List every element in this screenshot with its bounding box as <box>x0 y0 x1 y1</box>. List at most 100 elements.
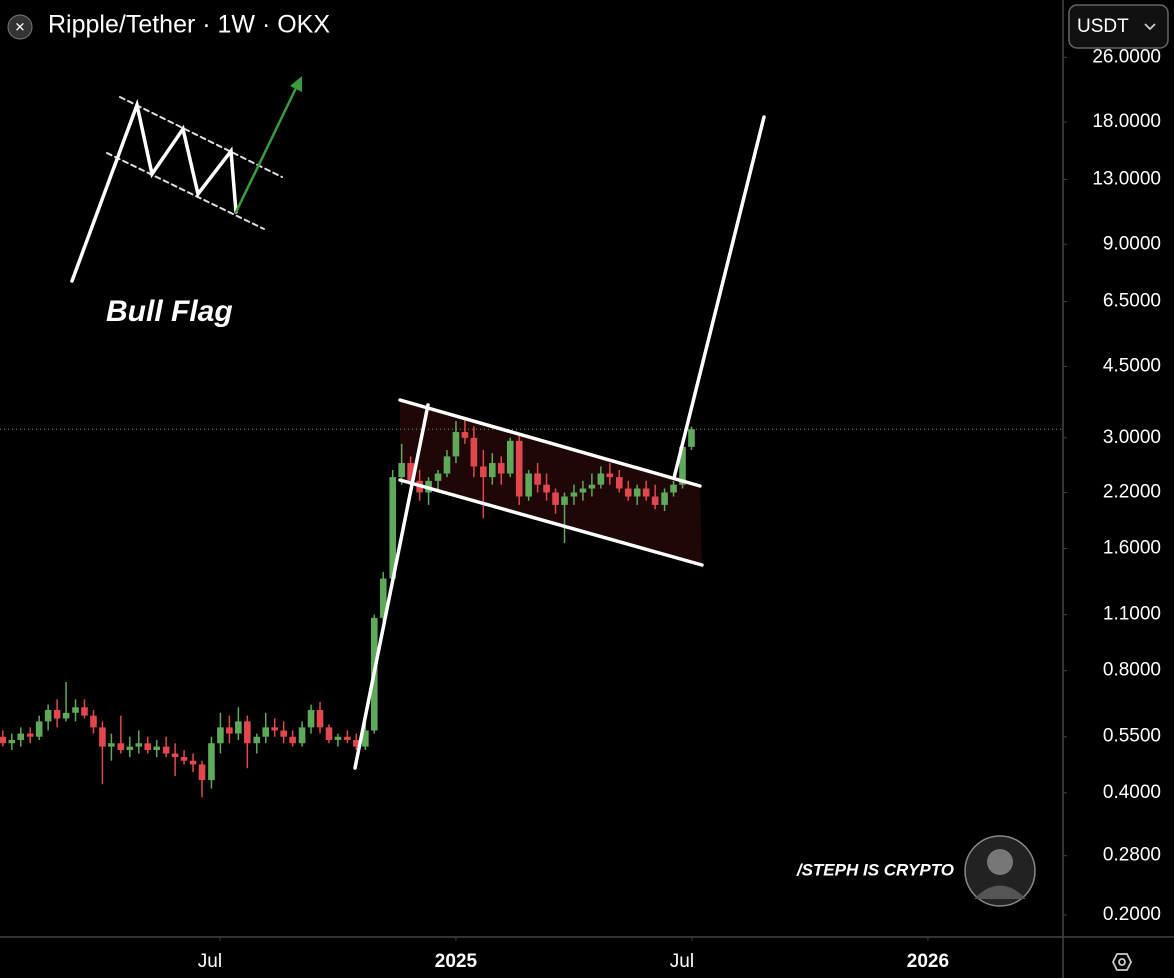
candle-body <box>443 456 451 474</box>
y-tick-label: 3.0000 <box>1103 427 1161 448</box>
y-tick-label: 18.0000 <box>1092 111 1161 132</box>
pole-line <box>353 403 430 770</box>
candle-body <box>271 727 279 731</box>
candle-body <box>44 710 52 722</box>
candle-body <box>198 764 206 781</box>
y-tick-label: 1.1000 <box>1103 604 1161 625</box>
candle-body <box>171 753 179 758</box>
candle-body <box>325 727 333 740</box>
x-tick-label: Jul <box>670 951 694 972</box>
y-tick-label: 9.0000 <box>1103 233 1161 254</box>
candle-body <box>570 492 578 497</box>
flag-bottom-line <box>398 478 704 567</box>
candle-body <box>452 432 460 457</box>
chart-title: Ripple/Tether · 1W · OKX <box>48 11 330 39</box>
candle-body <box>0 736 7 744</box>
candle-body <box>108 743 115 747</box>
candle-body <box>62 712 70 719</box>
candle-body <box>244 721 251 744</box>
candle-body <box>615 477 623 489</box>
candle-body <box>642 488 650 497</box>
symbol-icon <box>7 14 33 40</box>
candle-body <box>543 484 550 493</box>
candle-body <box>497 463 505 474</box>
candle-body <box>552 492 559 505</box>
y-tick-label: 0.2800 <box>1103 845 1161 866</box>
avatar-head <box>987 849 1013 875</box>
candle-body <box>253 736 261 744</box>
candle-body <box>597 473 605 485</box>
candle-body <box>208 743 215 781</box>
candle-body <box>17 733 25 740</box>
icon-zigzag <box>70 98 238 283</box>
settings-icon-center[interactable] <box>1118 958 1126 966</box>
watermark: /STEPH IS CRYPTO <box>796 860 954 879</box>
candle-body <box>688 429 695 447</box>
candle-body <box>126 746 134 751</box>
currency-label[interactable]: USDT <box>1077 16 1129 37</box>
header: ✕ Ripple/Tether · 1W · OKX <box>7 11 330 40</box>
currency-button[interactable]: USDT <box>1068 4 1169 49</box>
candle-body <box>307 710 315 728</box>
x-tick-label: Jul <box>198 951 222 972</box>
candle-body <box>81 707 88 716</box>
y-tick-label: 4.5000 <box>1103 355 1161 376</box>
candle-body <box>72 707 79 713</box>
candle-body <box>624 488 632 497</box>
candle-body <box>561 496 568 505</box>
candle-body <box>344 736 351 740</box>
y-tick-label: 6.5000 <box>1103 291 1161 312</box>
candle-body <box>434 473 442 481</box>
icon-channel-top <box>119 96 283 178</box>
candle-body <box>26 733 34 737</box>
y-tick-label: 1.6000 <box>1103 538 1161 559</box>
y-tick-label: 26.0000 <box>1092 46 1161 67</box>
x-tick-label: 2026 <box>907 951 949 972</box>
candle-body <box>670 484 677 493</box>
candle-body <box>651 496 659 505</box>
currency-button-box[interactable] <box>1068 4 1169 49</box>
candle-body <box>579 488 587 493</box>
avatar-body <box>974 885 1026 899</box>
drawings <box>353 115 766 770</box>
symbol-icon-glyph: ✕ <box>15 19 26 34</box>
candle-body <box>480 466 487 478</box>
candle-body <box>525 473 532 497</box>
target-line <box>672 115 766 480</box>
candle-body <box>588 484 596 489</box>
candle-body <box>90 715 97 728</box>
candle-body <box>398 463 405 478</box>
candle-body <box>534 473 541 485</box>
candle-body <box>180 757 188 761</box>
candle-body <box>379 578 387 618</box>
bull-flag-label: Bull Flag <box>106 295 233 328</box>
x-axis: Jul 2025 Jul 2026 <box>198 937 949 972</box>
dropdown-caret[interactable] <box>1144 23 1156 31</box>
candle-body <box>235 721 242 734</box>
candle-body <box>362 730 369 747</box>
settings-icon[interactable] <box>1111 953 1133 971</box>
candle-body <box>606 473 614 478</box>
candle-body <box>515 440 523 497</box>
settings-button[interactable] <box>1111 953 1133 971</box>
y-tick-label: 0.2000 <box>1103 904 1161 925</box>
candle-body <box>316 710 324 728</box>
y-tick-label: 0.4000 <box>1103 782 1161 803</box>
candle-body <box>280 730 287 737</box>
candle-body <box>135 743 143 747</box>
candle-body <box>461 432 469 438</box>
candle-body <box>679 446 686 485</box>
y-axis: 0.2000 0.2800 0.4000 0.5500 0.8000 1.1000 1.60… <box>1063 46 1161 925</box>
candle-body <box>99 727 106 747</box>
y-tick-label: 0.5500 <box>1103 726 1161 747</box>
candle-body <box>389 477 397 579</box>
candle-body <box>298 727 306 744</box>
candle-body <box>289 736 296 744</box>
y-tick-label: 0.8000 <box>1103 660 1161 681</box>
candle-body <box>353 739 360 747</box>
icon-channel-bottom <box>106 152 265 230</box>
flag-top-line <box>398 398 702 488</box>
candle-body <box>8 739 16 744</box>
